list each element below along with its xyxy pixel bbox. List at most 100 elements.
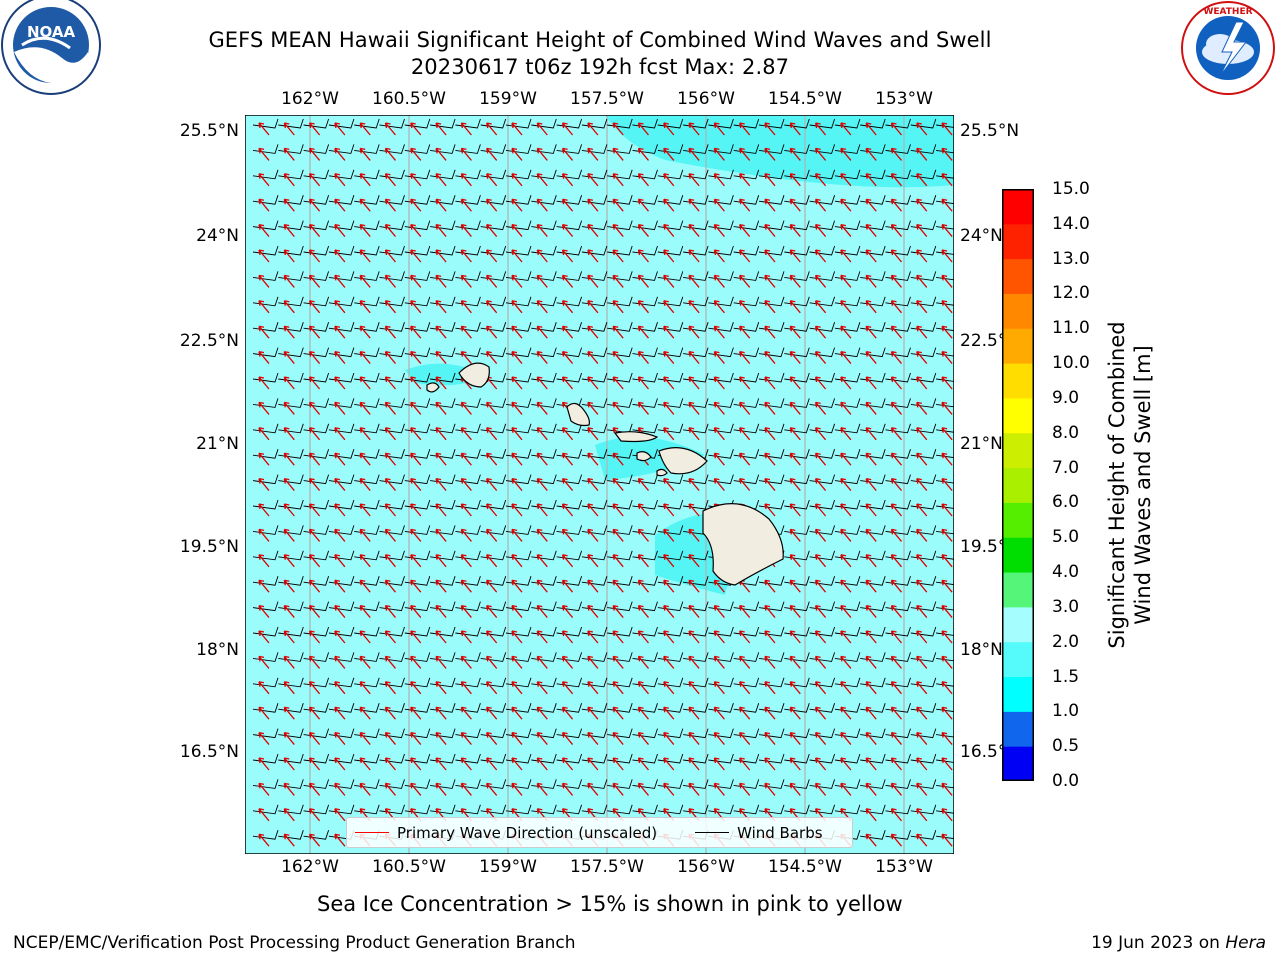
wave-arrow <box>308 681 321 695</box>
wind-barb <box>303 703 330 713</box>
wind-barb <box>531 779 557 789</box>
wave-arrow <box>536 604 548 619</box>
wave-arrow <box>561 376 574 390</box>
wave-arrow <box>308 579 321 593</box>
wind-barb <box>910 703 937 713</box>
wind-barb <box>936 734 954 738</box>
wind-barb <box>885 677 911 688</box>
wind-barb <box>430 728 456 739</box>
wave-arrow <box>739 325 751 339</box>
wave-arrow <box>688 681 700 695</box>
wind-barb <box>531 296 557 307</box>
colorbar-tick-label: 7.0 <box>1052 457 1080 478</box>
wave-arrow <box>587 300 599 314</box>
wind-barb <box>834 372 861 383</box>
wave-arrow <box>865 554 877 568</box>
wave-arrow <box>587 427 599 441</box>
wave-arrow <box>688 122 700 136</box>
wave-arrow <box>890 579 902 593</box>
wave-arrow <box>789 528 801 542</box>
wind-barb <box>455 423 481 434</box>
wind-barb <box>430 322 456 332</box>
colorbar-tick-label: 14.0 <box>1052 213 1090 234</box>
wind-barb <box>733 220 760 231</box>
wind-barb <box>505 245 532 256</box>
wind-barb <box>733 144 760 154</box>
wave-arrow <box>713 173 725 187</box>
wind-barb <box>758 398 785 408</box>
wind-barb <box>328 728 355 739</box>
wind-barb <box>379 144 405 154</box>
wind-barb <box>683 499 709 510</box>
wind-barb <box>860 525 886 535</box>
wave-arrow <box>890 833 902 847</box>
wind-barb <box>556 220 583 231</box>
wind-barb <box>733 372 760 383</box>
wind-barb <box>683 652 709 662</box>
wave-arrow <box>435 579 447 593</box>
wind-barb <box>809 449 836 459</box>
wind-barb <box>834 626 861 637</box>
wave-arrow <box>663 147 675 161</box>
wave-arrow <box>561 325 574 339</box>
wind-barb <box>784 474 810 485</box>
wave-arrow <box>308 477 321 492</box>
wind-barb <box>607 398 633 408</box>
lon-tick-bottom: 157.5°W <box>570 857 644 877</box>
wave-arrow <box>308 554 321 568</box>
wind-barb <box>657 576 684 586</box>
wind-barb <box>531 474 557 485</box>
wind-barb <box>860 804 886 815</box>
wind-barb <box>733 753 760 764</box>
wave-arrow <box>359 350 371 365</box>
wave-arrow <box>334 681 346 695</box>
wave-arrow <box>435 274 447 288</box>
wind-barb <box>860 322 886 332</box>
wind-barb <box>708 423 734 434</box>
wave-arrow <box>561 122 574 136</box>
wave-arrow <box>587 604 599 619</box>
wind-barb <box>531 245 557 256</box>
wind-barb <box>860 449 886 459</box>
wave-arrow <box>258 198 270 212</box>
wind-barb <box>784 652 810 662</box>
wave-arrow <box>486 274 498 288</box>
wave-arrow <box>511 477 523 492</box>
wind-barb <box>252 652 279 662</box>
wave-arrow <box>536 122 548 136</box>
wind-barb <box>354 449 380 459</box>
wind-barb <box>505 347 532 358</box>
wind-barb <box>556 169 583 180</box>
wind-barb <box>632 245 658 256</box>
wave-arrow <box>410 300 422 314</box>
wind-barb <box>708 195 734 205</box>
wind-barb <box>379 220 405 231</box>
wave-arrow <box>890 757 902 771</box>
wave-arrow <box>890 604 902 619</box>
wave-arrow <box>612 223 624 238</box>
wave-arrow <box>713 122 725 136</box>
wind-barb <box>607 525 633 535</box>
wave-arrow <box>612 300 624 314</box>
wave-arrow <box>637 782 649 796</box>
wind-barb <box>505 779 532 789</box>
wave-arrow <box>283 173 295 187</box>
wind-barb <box>809 525 836 535</box>
wind-barb <box>910 322 937 332</box>
wind-barb <box>683 576 709 586</box>
wind-barb <box>455 245 481 256</box>
wave-arrow <box>789 249 801 263</box>
wave-arrow <box>384 731 396 746</box>
wind-barb <box>936 251 954 255</box>
wind-barb <box>910 169 937 180</box>
wave-arrow <box>435 554 447 568</box>
wind-barb <box>379 804 405 815</box>
wind-barb <box>278 753 304 764</box>
wave-arrow <box>486 681 498 695</box>
wave-arrow <box>460 528 472 542</box>
wave-arrow <box>334 782 346 796</box>
wave-arrow <box>688 173 700 187</box>
wind-barb <box>809 550 836 561</box>
wind-barb <box>252 753 279 764</box>
wave-arrow <box>637 630 649 644</box>
